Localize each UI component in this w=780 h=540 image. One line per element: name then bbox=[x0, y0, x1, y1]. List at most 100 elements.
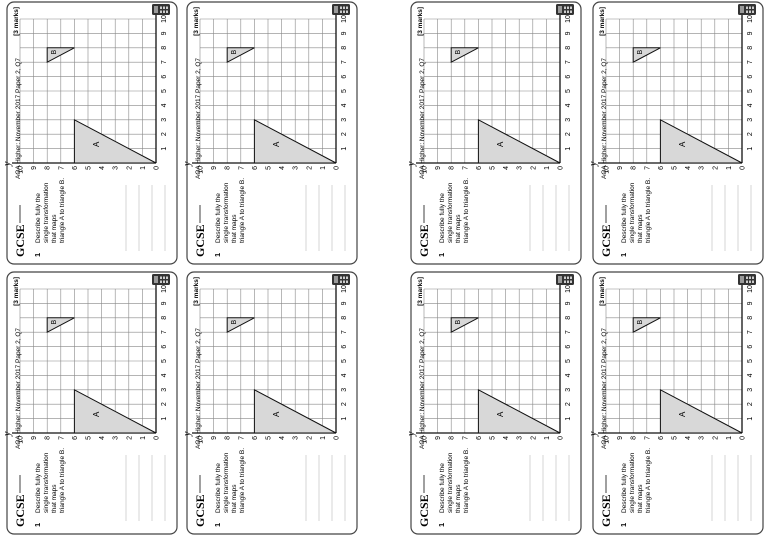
question-text-line: that maps bbox=[51, 214, 58, 243]
y-tick-label: 8 bbox=[631, 436, 638, 440]
x-tick-label: 2 bbox=[161, 132, 168, 136]
x-tick-label: 7 bbox=[747, 60, 754, 64]
x-tick-label: 10 bbox=[747, 285, 754, 293]
calculator-icon bbox=[738, 274, 756, 285]
calculator-key bbox=[346, 10, 348, 13]
triangle-a bbox=[477, 388, 561, 434]
triangle-b bbox=[450, 317, 479, 334]
y-tick-label: 6 bbox=[72, 436, 79, 440]
marks-label: [3 marks] bbox=[193, 277, 200, 306]
x-tick-label: 7 bbox=[565, 60, 572, 64]
x-tick-label: 8 bbox=[341, 316, 348, 320]
question-text-line: Describe fully the bbox=[621, 463, 628, 513]
triangle-a-label: A bbox=[496, 411, 505, 417]
y-tick-label: 6 bbox=[476, 436, 483, 440]
x-tick-label: 3 bbox=[747, 388, 754, 392]
triangle-b-label: B bbox=[637, 319, 644, 324]
y-tick-label: 8 bbox=[45, 166, 52, 170]
y-tick-label: 1 bbox=[140, 436, 147, 440]
triangle-b-label: B bbox=[231, 49, 238, 54]
coordinate-grid: xy12345678910012345678910AB bbox=[2, 4, 168, 174]
x-tick-label: 5 bbox=[161, 359, 168, 363]
y-tick-label: 4 bbox=[279, 166, 286, 170]
y-tick-label: 0 bbox=[558, 436, 565, 440]
question-text-line: that maps bbox=[637, 214, 644, 243]
y-tick-label: 9 bbox=[31, 436, 38, 440]
x-tick-label: 8 bbox=[747, 316, 754, 320]
y-tick-label: 1 bbox=[320, 166, 327, 170]
x-tick-label: 9 bbox=[161, 301, 168, 305]
y-tick-label: 2 bbox=[530, 166, 537, 170]
y-tick-label: 7 bbox=[644, 436, 651, 440]
question-text-line: that maps bbox=[637, 484, 644, 513]
calculator-key bbox=[340, 10, 342, 13]
triangle-b-label: B bbox=[51, 319, 58, 324]
question-card: xy12345678910012345678910ABGCSE1AQA High… bbox=[2, 271, 178, 535]
question-text-line: that maps bbox=[455, 484, 462, 513]
x-tick-label: 1 bbox=[341, 147, 348, 151]
source-reference: AQA Higher: November 2017 Paper 2, Q7 bbox=[419, 328, 426, 449]
calculator-key bbox=[749, 6, 751, 9]
x-tick-label: 9 bbox=[747, 301, 754, 305]
marks-label: [3 marks] bbox=[417, 7, 424, 36]
x-tick-label: 4 bbox=[565, 373, 572, 377]
y-tick-label: 2 bbox=[126, 436, 133, 440]
x-tick-label: 1 bbox=[565, 147, 572, 151]
y-axis-label: y bbox=[588, 161, 599, 167]
calculator-key bbox=[163, 280, 165, 283]
y-tick-label: 1 bbox=[726, 436, 733, 440]
calculator-key bbox=[567, 6, 569, 9]
y-tick-label: 2 bbox=[530, 436, 537, 440]
gcse-brand: GCSE bbox=[417, 494, 431, 527]
y-tick-label: 3 bbox=[113, 436, 120, 440]
calculator-key bbox=[570, 276, 572, 279]
question-text-line: triangle A to triangle B. bbox=[239, 178, 246, 243]
calculator-key bbox=[746, 10, 748, 13]
y-axis-label: y bbox=[406, 161, 417, 167]
question-number: 1 bbox=[619, 253, 628, 257]
x-tick-label: 4 bbox=[747, 103, 754, 107]
coordinate-grid: xy12345678910012345678910AB bbox=[2, 274, 168, 444]
x-tick-label: 8 bbox=[161, 46, 168, 50]
x-tick-label: 5 bbox=[341, 89, 348, 93]
y-tick-label: 0 bbox=[558, 166, 565, 170]
question-text-line: that maps bbox=[51, 484, 58, 513]
triangle-a bbox=[73, 118, 157, 164]
question-number: 1 bbox=[213, 253, 222, 257]
triangle-a bbox=[73, 388, 157, 434]
calculator-key bbox=[749, 280, 751, 283]
x-tick-label: 2 bbox=[565, 402, 572, 406]
calculator-key bbox=[343, 276, 345, 279]
x-tick-label: 10 bbox=[747, 15, 754, 23]
question-text-line: single transformation bbox=[629, 182, 636, 243]
y-tick-label: 9 bbox=[211, 436, 218, 440]
x-tick-label: 2 bbox=[161, 402, 168, 406]
calculator-key bbox=[567, 280, 569, 283]
y-tick-label: 7 bbox=[462, 436, 469, 440]
x-tick-label: 4 bbox=[565, 103, 572, 107]
x-tick-label: 9 bbox=[341, 31, 348, 35]
x-tick-label: 7 bbox=[161, 330, 168, 334]
x-tick-label: 4 bbox=[747, 373, 754, 377]
y-tick-label: 10 bbox=[198, 166, 205, 174]
y-tick-label: 7 bbox=[462, 166, 469, 170]
x-tick-label: 8 bbox=[747, 46, 754, 50]
y-tick-label: 8 bbox=[631, 166, 638, 170]
triangle-b-label: B bbox=[51, 49, 58, 54]
calculator-key bbox=[749, 276, 751, 279]
x-tick-label: 10 bbox=[565, 15, 572, 23]
calculator-icon bbox=[556, 274, 574, 285]
question-card: xy12345678910012345678910ABGCSE1AQA High… bbox=[588, 1, 764, 265]
x-tick-label: 2 bbox=[341, 132, 348, 136]
x-tick-label: 7 bbox=[161, 60, 168, 64]
question-text-line: triangle A to triangle B. bbox=[463, 178, 470, 243]
source-reference: AQA Higher: November 2017 Paper 2, Q7 bbox=[15, 328, 22, 449]
question-text-line: Describe fully the bbox=[439, 193, 446, 243]
gcse-brand: GCSE bbox=[417, 224, 431, 257]
marks-label: [3 marks] bbox=[599, 7, 606, 36]
x-tick-label: 4 bbox=[161, 373, 168, 377]
triangle-b-label: B bbox=[231, 319, 238, 324]
source-reference: AQA Higher: November 2017 Paper 2, Q7 bbox=[419, 58, 426, 179]
y-tick-label: 10 bbox=[604, 166, 611, 174]
question-text-line: triangle A to triangle B. bbox=[239, 448, 246, 513]
